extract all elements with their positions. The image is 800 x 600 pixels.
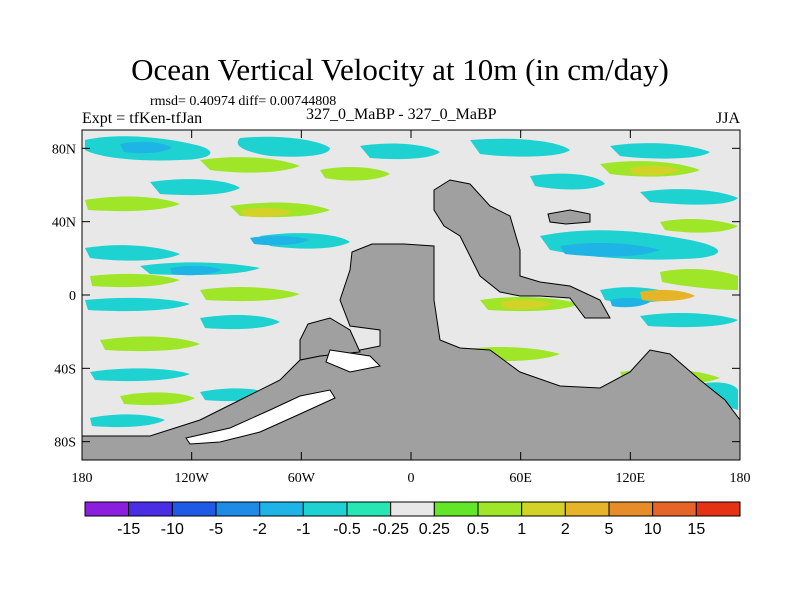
map-plot-area: [82, 130, 740, 460]
x-tick-label: 0: [408, 471, 415, 486]
stats-label: rmsd= 0.40974 diff= 0.00744808: [150, 94, 337, 109]
x-tick-label: 120E: [616, 471, 646, 486]
x-tick-label: 180: [72, 471, 93, 486]
y-tick-label: 40N: [52, 216, 76, 231]
colorbar-swatch: [477, 501, 523, 517]
patch: [250, 235, 310, 246]
colorbar-swatch: [652, 501, 697, 517]
supercontinent: [82, 243, 740, 460]
colorbar-swatch: [215, 501, 261, 517]
colorbar-label: -2: [253, 521, 267, 538]
colorbar-swatch: [346, 501, 392, 517]
patch: [85, 297, 190, 312]
colorbar: -15 -10 -5 -2 -1 -0.5 -0.25 0.25 0.5 1 2 5 10 15: [84, 501, 741, 538]
strong-negative-patches: [120, 141, 660, 308]
colorbar-label: -5: [209, 521, 223, 538]
small-island: [547, 209, 591, 225]
patch: [320, 167, 390, 181]
y-tick-label: 80N: [52, 142, 76, 157]
colorbar-label: 0.25: [419, 521, 450, 538]
patch: [237, 136, 330, 157]
x-axis: 180 120W 60W 0 60E 120E 180: [72, 130, 751, 486]
x-tick-label: 60W: [288, 471, 316, 486]
patch: [90, 368, 190, 382]
patch: [200, 157, 300, 173]
patch: [530, 173, 605, 190]
colorbar-swatch: [259, 501, 304, 517]
patch: [120, 392, 195, 406]
patch: [640, 313, 738, 328]
center-label: 327_0_MaBP - 327_0_MaBP: [306, 106, 497, 123]
y-tick-label: 40S: [54, 362, 76, 377]
colorbar-swatch: [433, 501, 479, 517]
colorbar-label: -10: [161, 521, 184, 538]
coastal-bands: [185, 349, 382, 445]
patch: [560, 243, 660, 257]
season-label: JJA: [716, 110, 741, 127]
warm-patches: [240, 165, 680, 310]
patch: [240, 207, 292, 218]
colorbar-label: -0.5: [333, 521, 361, 538]
colorbar-label: 10: [644, 521, 662, 538]
colorbar-label: 5: [605, 521, 614, 538]
colorbar-swatch: [564, 501, 610, 517]
colorbar-swatch: [171, 501, 217, 517]
colorbar-label: 15: [687, 521, 705, 538]
x-tick-label: 180: [730, 471, 751, 486]
patch: [150, 179, 240, 196]
y-axis: 80N 40N 0 40S 80S: [52, 142, 740, 451]
colorbar-swatch: [128, 501, 173, 517]
patch: [630, 165, 680, 176]
x-tick-label: 120W: [175, 471, 210, 486]
colorbar-label: 2: [561, 521, 570, 538]
colorbar-swatch: [302, 501, 348, 517]
y-tick-label: 80S: [54, 436, 76, 451]
experiment-label: Expt = tfKen-tfJan: [82, 110, 203, 127]
patch: [640, 189, 738, 205]
x-tick-label: 60E: [509, 471, 532, 486]
colorbar-label: -1: [296, 521, 310, 538]
patch: [610, 143, 710, 159]
patch: [660, 269, 738, 290]
colorbar-swatch: [695, 501, 741, 517]
patch: [660, 219, 738, 233]
patch: [100, 336, 200, 352]
patch: [500, 299, 552, 310]
chart-title: Ocean Vertical Velocity at 10m (in cm/da…: [131, 52, 669, 87]
northern-landmass: [433, 179, 611, 319]
patch: [85, 245, 180, 261]
colorbar-swatch: [521, 501, 566, 517]
patch: [90, 414, 165, 428]
patch: [470, 138, 570, 157]
patch: [120, 141, 172, 154]
patch: [610, 297, 650, 308]
patch: [170, 265, 222, 276]
coastal-band: [185, 389, 336, 445]
colorbar-label: 1: [517, 521, 526, 538]
patch: [200, 287, 300, 302]
colorbar-label: 0.5: [467, 521, 489, 538]
orange-patch: [640, 289, 695, 302]
patch: [200, 315, 280, 330]
colorbar-swatch: [390, 501, 435, 517]
patch: [90, 273, 180, 288]
y-tick-label: 0: [69, 289, 76, 304]
patch: [360, 143, 440, 160]
land-masses: [82, 179, 740, 460]
colorbar-swatch: [608, 501, 654, 517]
colorbar-label: -15: [117, 521, 140, 538]
colorbar-label: -0.25: [372, 521, 409, 538]
patch: [85, 196, 180, 212]
coastal-band: [325, 349, 382, 373]
colorbar-swatch: [84, 501, 130, 517]
